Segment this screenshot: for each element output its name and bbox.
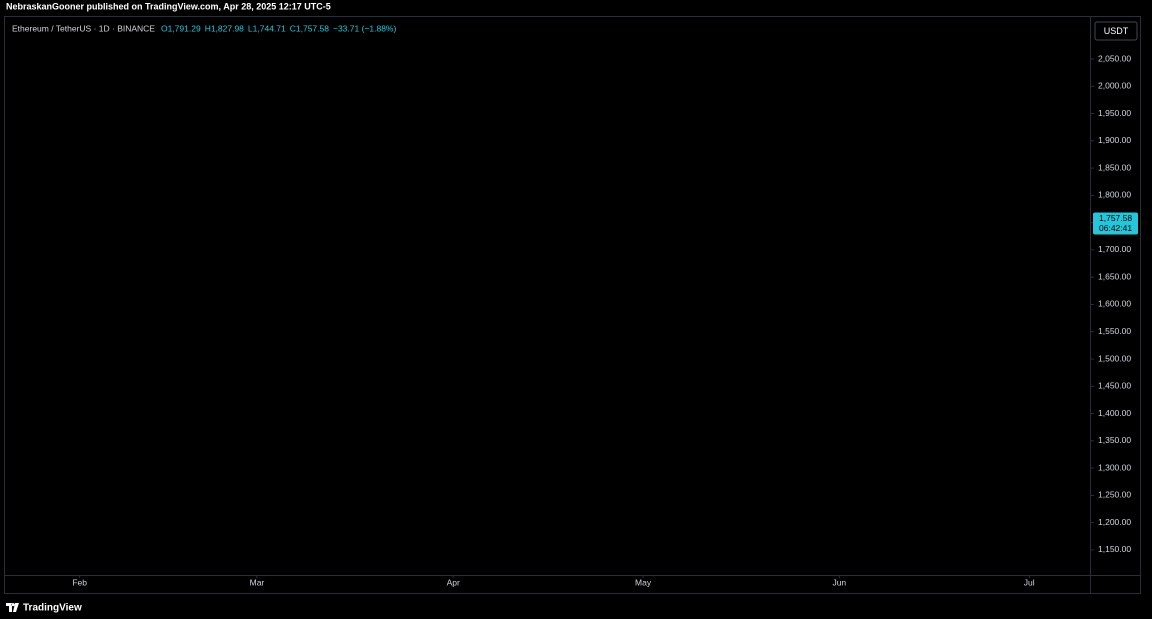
logo-text: TradingView [23, 603, 82, 614]
y-tick-label: 1,500.00 [1098, 353, 1131, 363]
legend: Ethereum / TetherUS · 1D · BINANCE O1,79… [12, 23, 396, 33]
logo-icon [6, 603, 19, 612]
countdown: 06:42:41 [1099, 223, 1132, 233]
x-tick-label: Apr [447, 577, 460, 587]
ohlc-label: −33.71 (−1.88%) [333, 23, 396, 33]
x-tick-label: May [635, 577, 652, 587]
x-tick-label: Feb [72, 577, 87, 587]
y-tick-label: 1,800.00 [1098, 190, 1131, 200]
y-tick-label: 1,850.00 [1098, 162, 1131, 172]
currency: USDT [1104, 26, 1129, 36]
last-price-label: 1,757.58 [1099, 213, 1132, 223]
ohlc-label: L1,744.71 [248, 23, 286, 33]
x-tick-label: Jul [1024, 577, 1035, 587]
y-tick-label: 1,600.00 [1098, 299, 1131, 309]
ohlc-label: C1,757.58 [290, 23, 329, 33]
y-tick-label: 1,700.00 [1098, 244, 1131, 254]
last-price-box [1093, 212, 1138, 235]
symbol-title: Ethereum / TetherUS · 1D · BINANCE [12, 23, 155, 33]
y-tick-label: 1,650.00 [1098, 271, 1131, 281]
y-tick-label: 1,350.00 [1098, 435, 1131, 445]
y-tick-label: 1,300.00 [1098, 462, 1131, 472]
y-tick-label: 2,000.00 [1098, 81, 1131, 91]
ohlc-label: O1,791.29 [161, 23, 201, 33]
y-tick-label: 1,550.00 [1098, 326, 1131, 336]
y-tick-label: 2,050.00 [1098, 53, 1131, 63]
x-tick-label: Mar [250, 577, 265, 587]
y-tick-label: 1,250.00 [1098, 490, 1131, 500]
y-tick-label: 1,150.00 [1098, 544, 1131, 554]
axes: 2,050.00 2,000.00 1,950.00 1,900.00 1,850.00… [72, 53, 1138, 587]
logo: TradingView [6, 603, 82, 614]
x-tick-label: Jun [832, 577, 846, 587]
y-tick-label: 1,200.00 [1098, 517, 1131, 527]
ohlc-label: H1,827.98 [205, 23, 244, 33]
currency-button[interactable] [1094, 21, 1138, 41]
publisher: NebraskanGooner published on TradingView… [6, 1, 331, 11]
y-tick-label: 1,900.00 [1098, 135, 1131, 145]
y-tick-label: 1,400.00 [1098, 408, 1131, 418]
y-tick-label: 1,950.00 [1098, 108, 1131, 118]
y-tick-label: 1,450.00 [1098, 381, 1131, 391]
chart-frame [4, 16, 1141, 594]
